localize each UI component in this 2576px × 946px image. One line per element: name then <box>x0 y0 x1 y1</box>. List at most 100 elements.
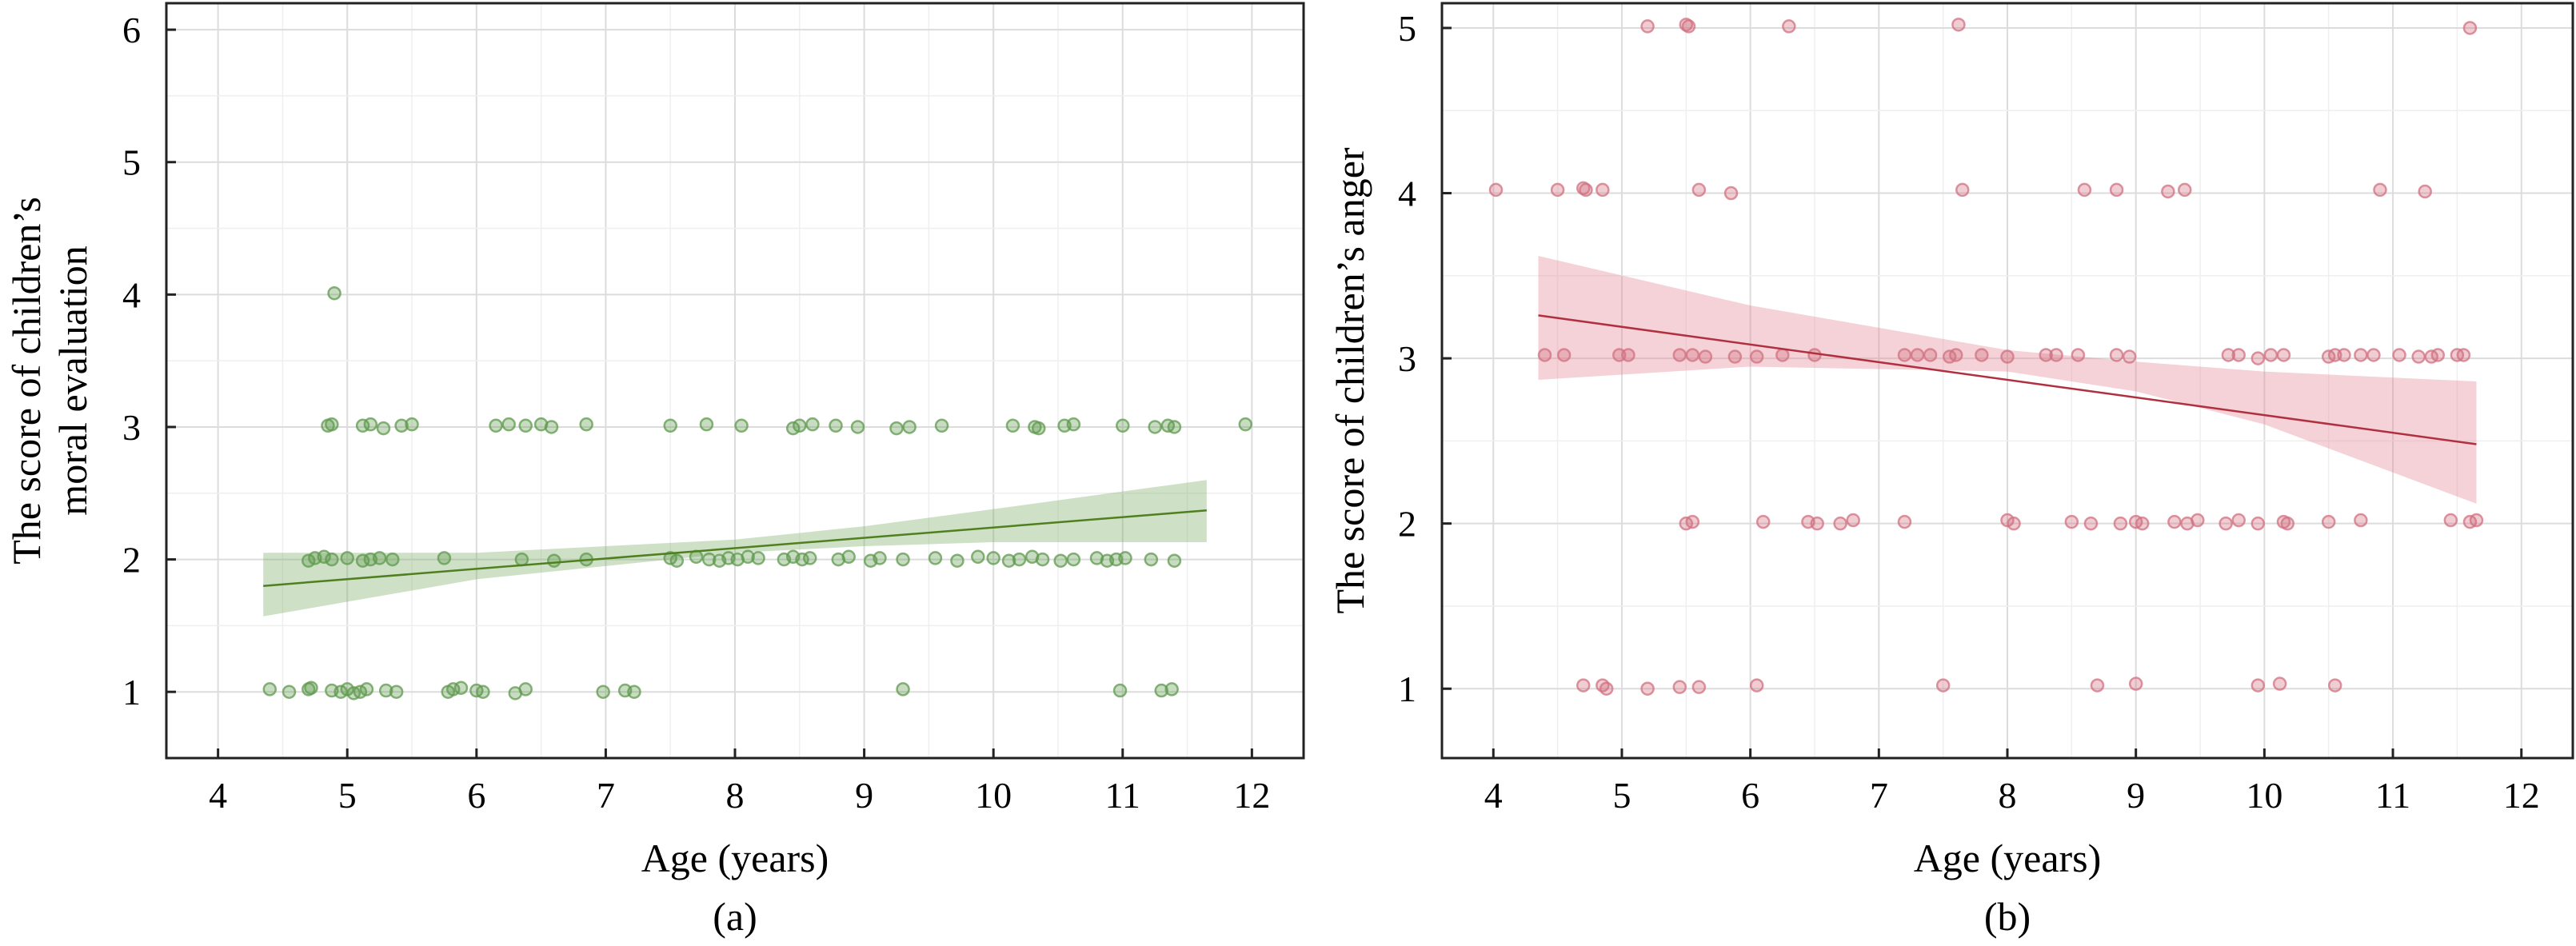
y-axis-label: moral evaluation <box>50 245 95 515</box>
data-point <box>1537 348 1552 362</box>
data-point <box>1672 680 1687 694</box>
data-point <box>2366 348 2381 362</box>
data-point <box>2039 348 2053 362</box>
data-point <box>325 417 339 432</box>
data-point <box>2392 348 2406 362</box>
data-point <box>1579 182 1593 198</box>
data-point <box>627 685 641 699</box>
data-point <box>1749 678 1764 693</box>
data-point <box>2231 348 2246 362</box>
x-tick-label: 10 <box>975 775 1012 816</box>
data-point <box>2007 516 2021 531</box>
data-point <box>2276 348 2291 362</box>
data-point <box>1698 349 1713 364</box>
data-point <box>2456 348 2471 362</box>
data-point <box>1897 514 1912 529</box>
x-axis-label: Age (years) <box>1914 836 2102 880</box>
x-tick-label: 6 <box>467 775 485 816</box>
data-point <box>489 418 503 433</box>
data-point <box>262 682 278 697</box>
x-tick-label: 7 <box>597 775 615 816</box>
data-point <box>669 553 685 568</box>
y-tick-label: 5 <box>1398 8 1416 49</box>
data-point <box>1833 516 1847 531</box>
data-point <box>805 417 820 432</box>
data-point <box>1955 182 1970 198</box>
x-tick-label: 11 <box>2375 775 2410 816</box>
data-point <box>1144 552 1159 567</box>
data-point <box>2251 516 2266 531</box>
data-point <box>1691 680 1707 694</box>
data-point <box>363 417 378 432</box>
data-point <box>1807 348 1822 362</box>
regression-line <box>1538 314 2477 445</box>
y-tick-label: 6 <box>122 10 141 50</box>
data-point <box>1238 417 1253 432</box>
data-point <box>2373 182 2387 198</box>
data-point <box>1599 681 1614 696</box>
data-point <box>325 552 339 567</box>
data-point <box>2109 348 2124 362</box>
y-tick-label: 2 <box>1398 504 1416 545</box>
data-point <box>394 418 409 433</box>
data-point <box>359 682 374 697</box>
y-tick-label: 3 <box>1398 338 1416 379</box>
data-point <box>378 683 393 698</box>
data-point <box>385 552 400 567</box>
data-point <box>1556 348 1572 362</box>
data-point <box>1749 349 1764 364</box>
data-point <box>1691 182 1707 198</box>
data-point <box>2337 348 2351 362</box>
data-point <box>2469 513 2484 528</box>
y-tick-label: 1 <box>122 672 141 712</box>
data-point <box>1167 420 1182 434</box>
data-point <box>453 681 469 695</box>
data-point <box>741 549 755 565</box>
data-point <box>1167 553 1182 568</box>
data-point <box>1640 681 1655 696</box>
data-point <box>2161 184 2175 199</box>
data-point <box>340 551 354 565</box>
data-point <box>2064 514 2079 529</box>
x-tick-label: 4 <box>209 775 227 816</box>
data-point <box>2191 513 2205 528</box>
data-point <box>1672 348 1687 362</box>
data-point <box>1012 552 1027 567</box>
data-point <box>1685 514 1700 529</box>
data-point <box>1112 683 1128 698</box>
data-point <box>2109 182 2124 198</box>
data-point <box>327 285 341 301</box>
data-point <box>1948 348 1963 362</box>
data-point <box>514 552 529 567</box>
data-point <box>2430 348 2446 362</box>
data-point <box>2049 348 2063 362</box>
data-point <box>1681 19 1696 34</box>
data-point <box>579 417 593 432</box>
data-point <box>971 549 985 565</box>
data-point <box>1066 552 1081 567</box>
y-tick-label: 1 <box>1398 669 1416 709</box>
data-point <box>896 552 910 567</box>
x-tick-label: 5 <box>1612 775 1631 816</box>
y-tick-label: 3 <box>122 407 141 448</box>
data-point <box>2231 513 2246 528</box>
data-point <box>2280 516 2295 531</box>
data-point <box>902 420 917 434</box>
x-tick-label: 10 <box>2246 775 2282 816</box>
data-point <box>2135 516 2150 531</box>
data-point <box>928 551 943 565</box>
data-point <box>663 418 677 433</box>
data-point <box>372 551 387 565</box>
data-point <box>2354 513 2368 528</box>
data-point <box>1066 417 1081 432</box>
data-point <box>1727 349 1743 364</box>
x-tick-label: 8 <box>1999 775 2017 816</box>
x-tick-label: 11 <box>1105 775 1140 816</box>
data-point <box>934 418 949 433</box>
data-point <box>841 549 856 565</box>
y-tick-label: 5 <box>122 142 141 183</box>
data-point <box>1775 348 1790 362</box>
data-point <box>986 551 1000 565</box>
